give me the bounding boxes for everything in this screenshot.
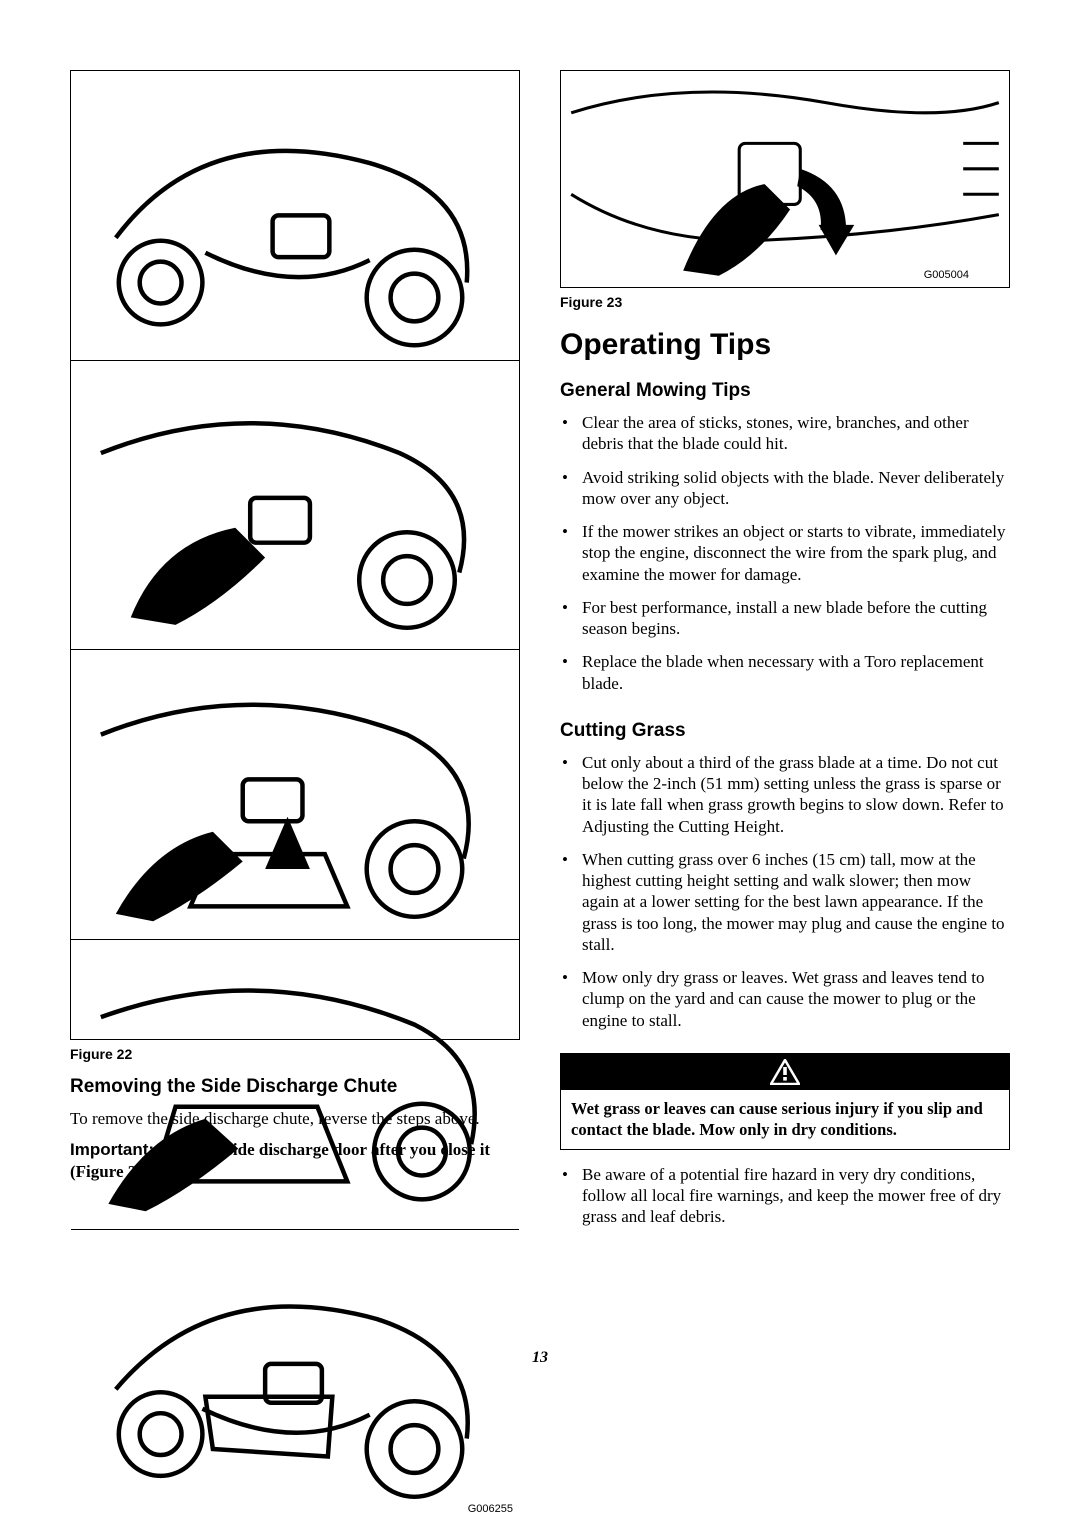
- warning-header: [561, 1054, 1009, 1090]
- cutting-grass-list-2: Be aware of a potential fire hazard in v…: [560, 1164, 1010, 1240]
- list-item: Mow only dry grass or leaves. Wet grass …: [560, 967, 1010, 1031]
- figure-22-image: G006255: [70, 70, 520, 1040]
- page-number: 13: [0, 1349, 1080, 1367]
- list-item: Avoid striking solid objects with the bl…: [560, 467, 1010, 510]
- figure-23-caption: Figure 23: [560, 294, 1010, 310]
- right-column: G005004 Figure 23 Operating Tips General…: [560, 70, 1010, 1320]
- operating-tips-heading: Operating Tips: [560, 328, 1010, 362]
- warning-icon: [770, 1059, 800, 1085]
- two-column-layout: G006255 Figure 22 Removing the Side Disc…: [70, 70, 1010, 1320]
- list-item: Clear the area of sticks, stones, wire, …: [560, 412, 1010, 455]
- list-item: Cut only about a third of the grass blad…: [560, 752, 1010, 837]
- list-item: If the mower strikes an object or starts…: [560, 521, 1010, 585]
- general-mowing-list: Clear the area of sticks, stones, wire, …: [560, 412, 1010, 706]
- cutting-grass-list-1: Cut only about a third of the grass blad…: [560, 752, 1010, 1043]
- list-item: Be aware of a potential fire hazard in v…: [560, 1164, 1010, 1228]
- list-item: For best performance, install a new blad…: [560, 597, 1010, 640]
- figure-23-image: G005004: [560, 70, 1010, 288]
- figure-23-code: G005004: [924, 269, 969, 281]
- warning-box: Wet grass or leaves can cause serious in…: [560, 1053, 1010, 1150]
- general-mowing-heading: General Mowing Tips: [560, 380, 1010, 402]
- list-item: Replace the blade when necessary with a …: [560, 651, 1010, 694]
- figure-22-code: G006255: [468, 1503, 513, 1515]
- cutting-grass-heading: Cutting Grass: [560, 720, 1010, 742]
- left-column: G006255 Figure 22 Removing the Side Disc…: [70, 70, 520, 1320]
- list-item: When cutting grass over 6 inches (15 cm)…: [560, 849, 1010, 955]
- warning-text: Wet grass or leaves can cause serious in…: [561, 1090, 1009, 1149]
